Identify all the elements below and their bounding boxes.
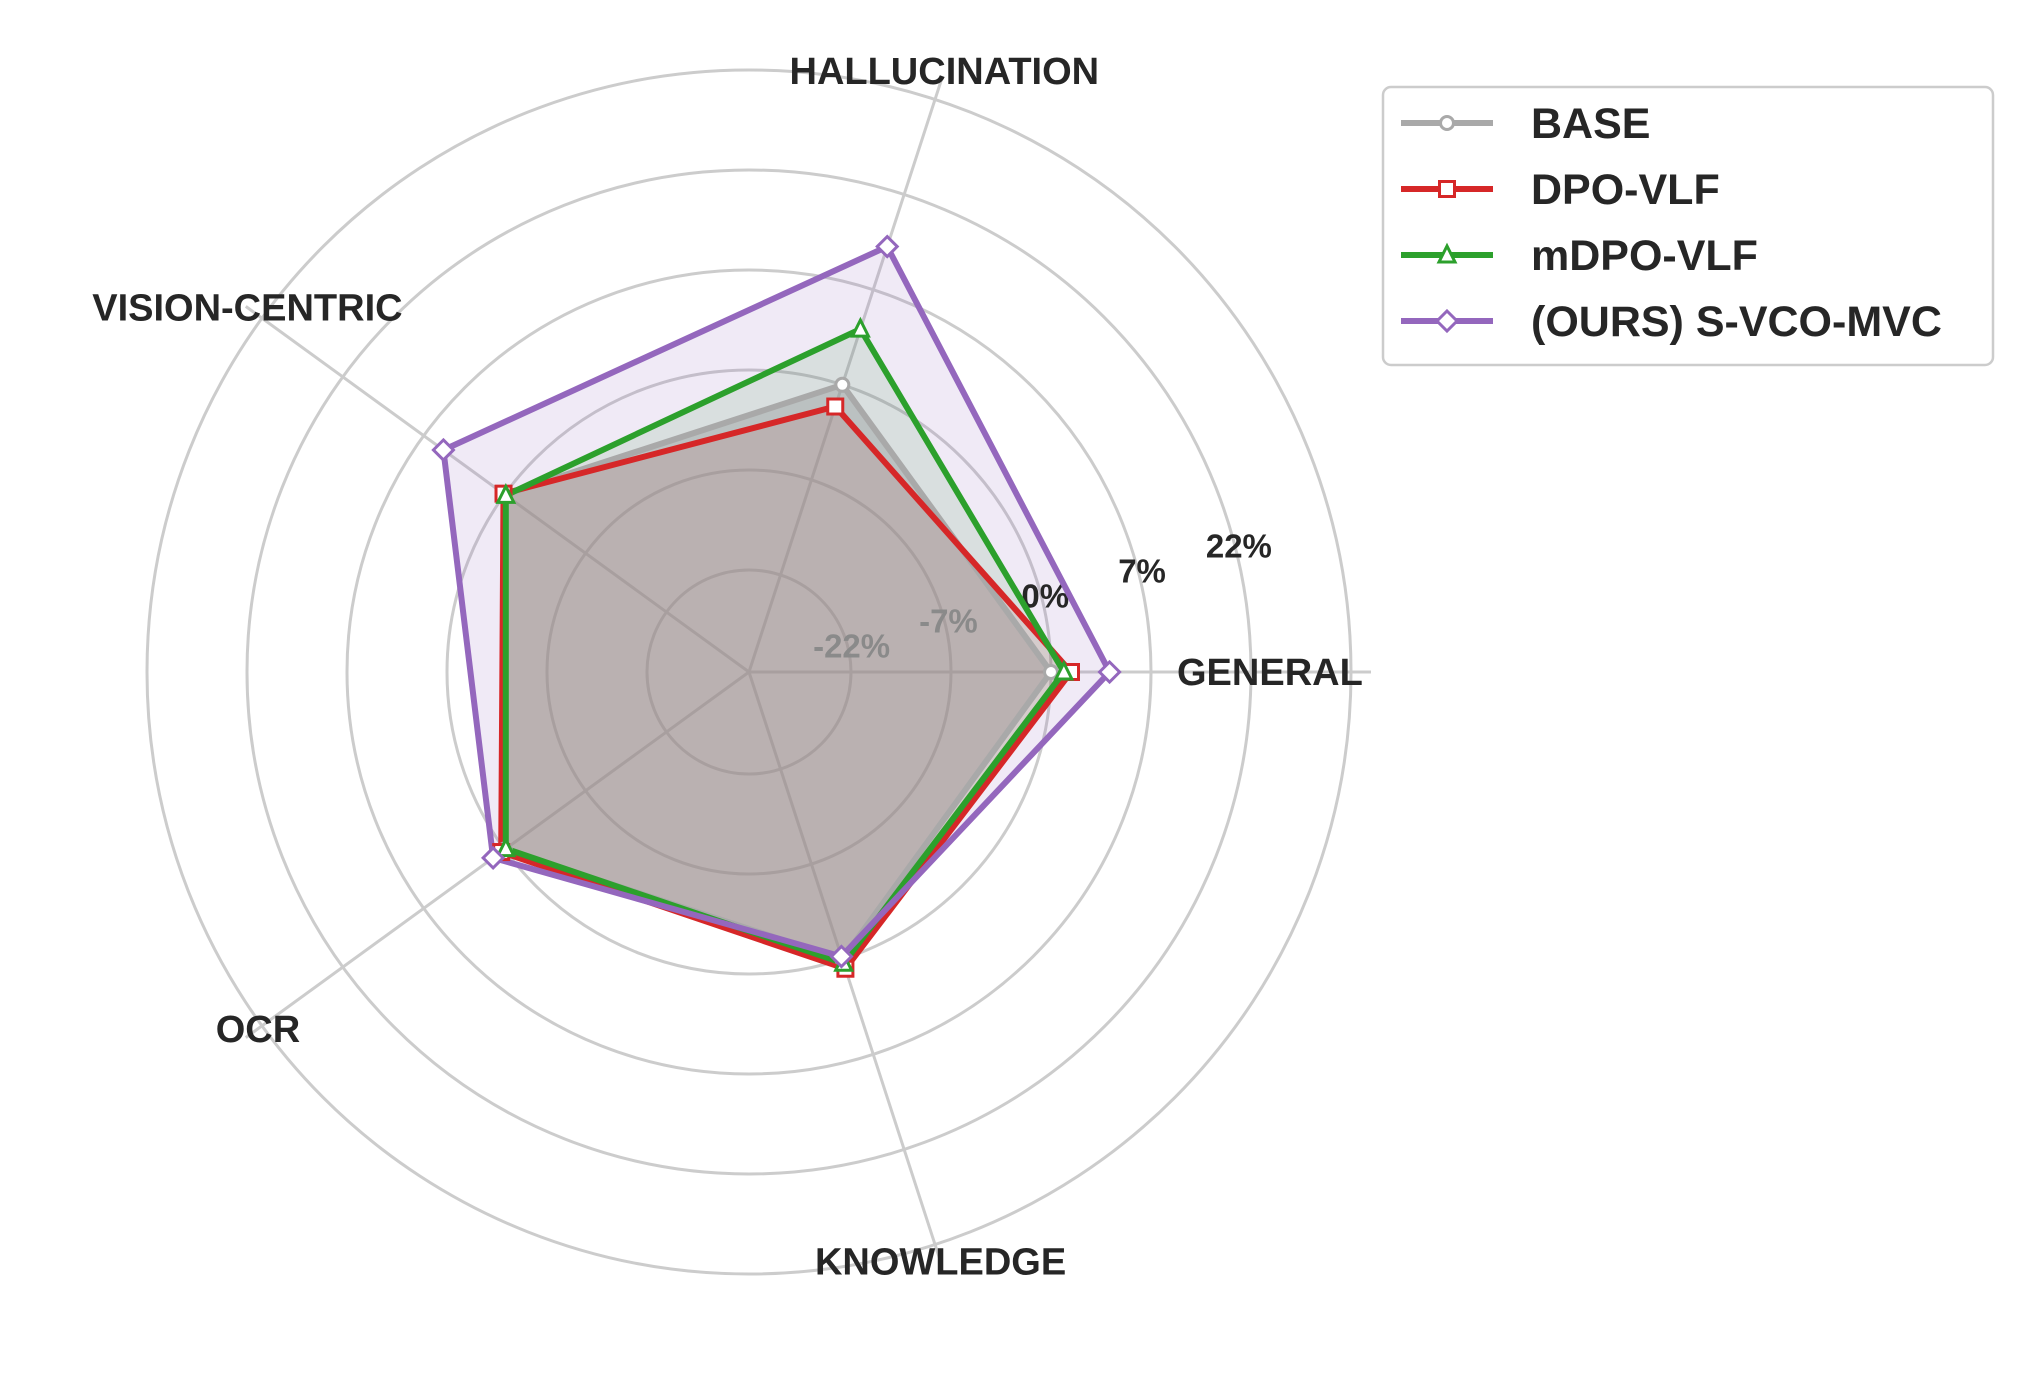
series-markers [431,234,1122,978]
series-fills [443,246,1110,969]
legend: BASE DPO-VLF mDPO-VLF (OURS) S-VCO-MVC [1381,85,1995,367]
data-point-ours-s-vco-mvc-vision-centric [431,437,456,463]
data-point-ours-s-vco-mvc-general [1097,659,1122,685]
data-point-dpo-vlf-hallucination [826,397,845,416]
data-point-base-general [1043,664,1059,680]
radial-tick-label: -7% [919,602,978,639]
legend-marker-dpo-vlf [1438,180,1456,198]
radial-tick-label: -22% [813,627,890,664]
legend-label-mdpo-vlf: mDPO-VLF [1531,232,1758,280]
data-point-mdpo-vlf-general [1053,659,1075,681]
legend-label-dpo-vlf: DPO-VLF [1531,166,1720,214]
radial-tick-labels: -22%-7%0%7%22% [813,527,1272,664]
axis-label-vision-centric: VISION-CENTRIC [92,288,402,330]
data-point-mdpo-vlf-hallucination [849,316,871,338]
data-point-ours-s-vco-mvc-ocr [480,845,506,871]
axis-labels: GENERAL HALLUCINATION VISION-CENTRIC OCR KNO… [92,51,1363,1284]
series-line-dpo-vlf [498,403,1074,972]
spoke-hallucination [747,79,943,673]
data-point-mdpo-vlf-ocr [495,836,517,858]
axis-label-general: GENERAL [1177,652,1363,694]
legend-label-base: BASE [1531,100,1650,148]
legend-marker-mdpo-vlf [1436,242,1458,264]
radial-tick-label: 7% [1118,552,1166,589]
radial-tick-label: 22% [1206,527,1272,564]
data-point-mdpo-vlf-vision-centric [495,482,517,504]
legend-box [1381,85,1995,367]
legend-label-ours-s-vco-mvc: (OURS) S-VCO-MVC [1531,298,1942,346]
series-fill-mdpo-vlf [505,329,1064,964]
series-fill-dpo-vlf [501,406,1071,969]
series-line-ours-s-vco-mvc [440,243,1113,960]
axis-label-ocr: OCR [216,1009,300,1051]
series-lines [440,243,1113,972]
data-point-ours-s-vco-mvc-knowledge [829,944,854,969]
series-fill-base [504,384,1051,960]
legend-marker-ours-s-vco-mvc [1434,308,1460,334]
series-fill-ours-s-vco-mvc [443,246,1110,957]
axis-label-knowledge: KNOWLEDGE [815,1242,1066,1284]
data-point-ours-s-vco-mvc-hallucination [875,234,900,259]
data-point-base-hallucination [834,376,851,393]
axis-label-hallucination: HALLUCINATION [790,51,1100,93]
legend-marker-base [1439,115,1455,131]
